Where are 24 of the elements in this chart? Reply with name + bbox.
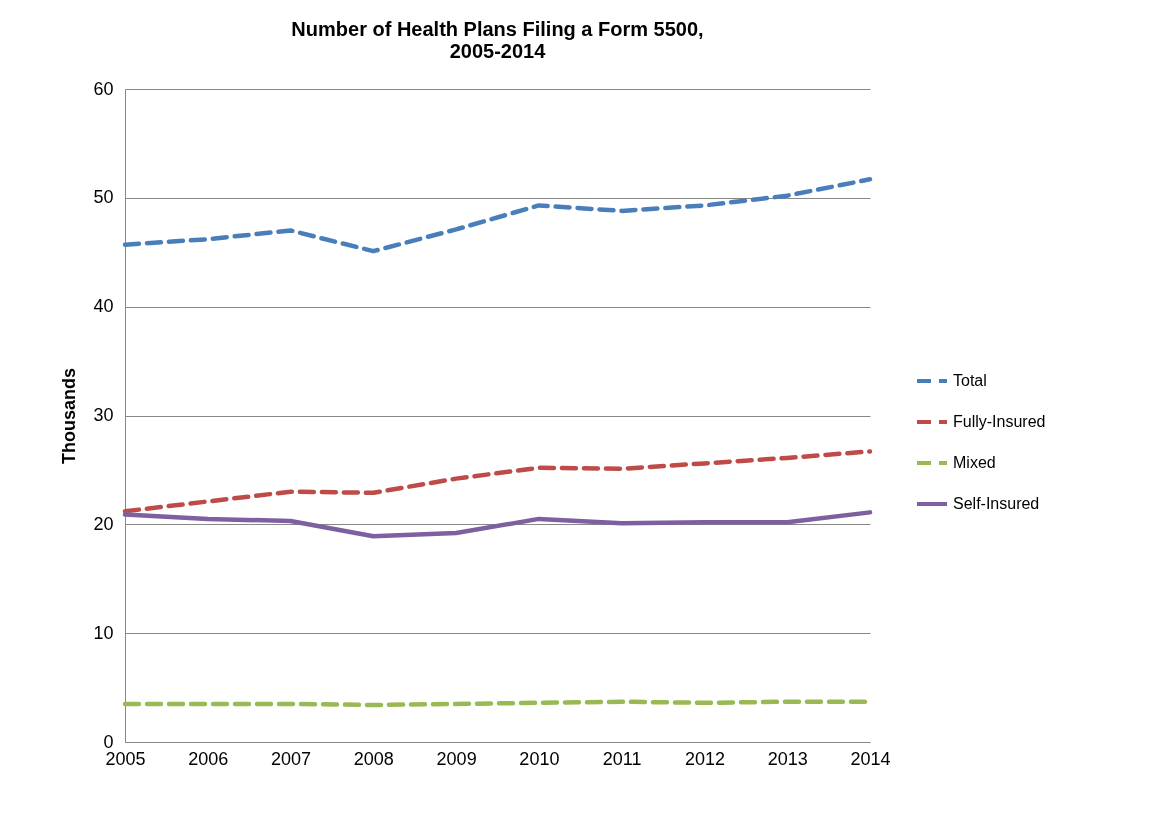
- legend-label: Mixed: [953, 454, 996, 471]
- y-tick-label: 40: [93, 296, 114, 317]
- y-tick-label: 20: [93, 513, 114, 534]
- legend-label: Fully-Insured: [953, 413, 1046, 430]
- x-tick-label: 2007: [271, 748, 312, 769]
- y-tick-label: 30: [93, 405, 114, 425]
- x-tick-label: 2013: [767, 748, 808, 769]
- x-tick-label: 2010: [519, 748, 560, 769]
- y-axis-title: Thousands: [59, 367, 80, 465]
- y-tick-label: 10: [93, 622, 114, 643]
- y-tick-label: 60: [93, 78, 114, 99]
- x-tick-label: 2008: [353, 748, 394, 769]
- x-tick-label: 2006: [188, 748, 229, 769]
- line-series: [122, 177, 873, 254]
- chart-title: Number of Health Plans Filing a Form 5500, 2005-2014: [291, 18, 704, 62]
- x-tick-label: 2011: [602, 748, 642, 769]
- line-series: [122, 510, 873, 539]
- legend-label: Self-Insured: [953, 495, 1040, 512]
- x-tick-label: 2009: [436, 748, 477, 769]
- x-tick-label: 2012: [684, 748, 725, 769]
- x-tick-label: 2014: [850, 748, 891, 769]
- line-series: [122, 449, 873, 514]
- legend-label: Total: [953, 372, 987, 389]
- y-tick-label: 50: [93, 187, 114, 208]
